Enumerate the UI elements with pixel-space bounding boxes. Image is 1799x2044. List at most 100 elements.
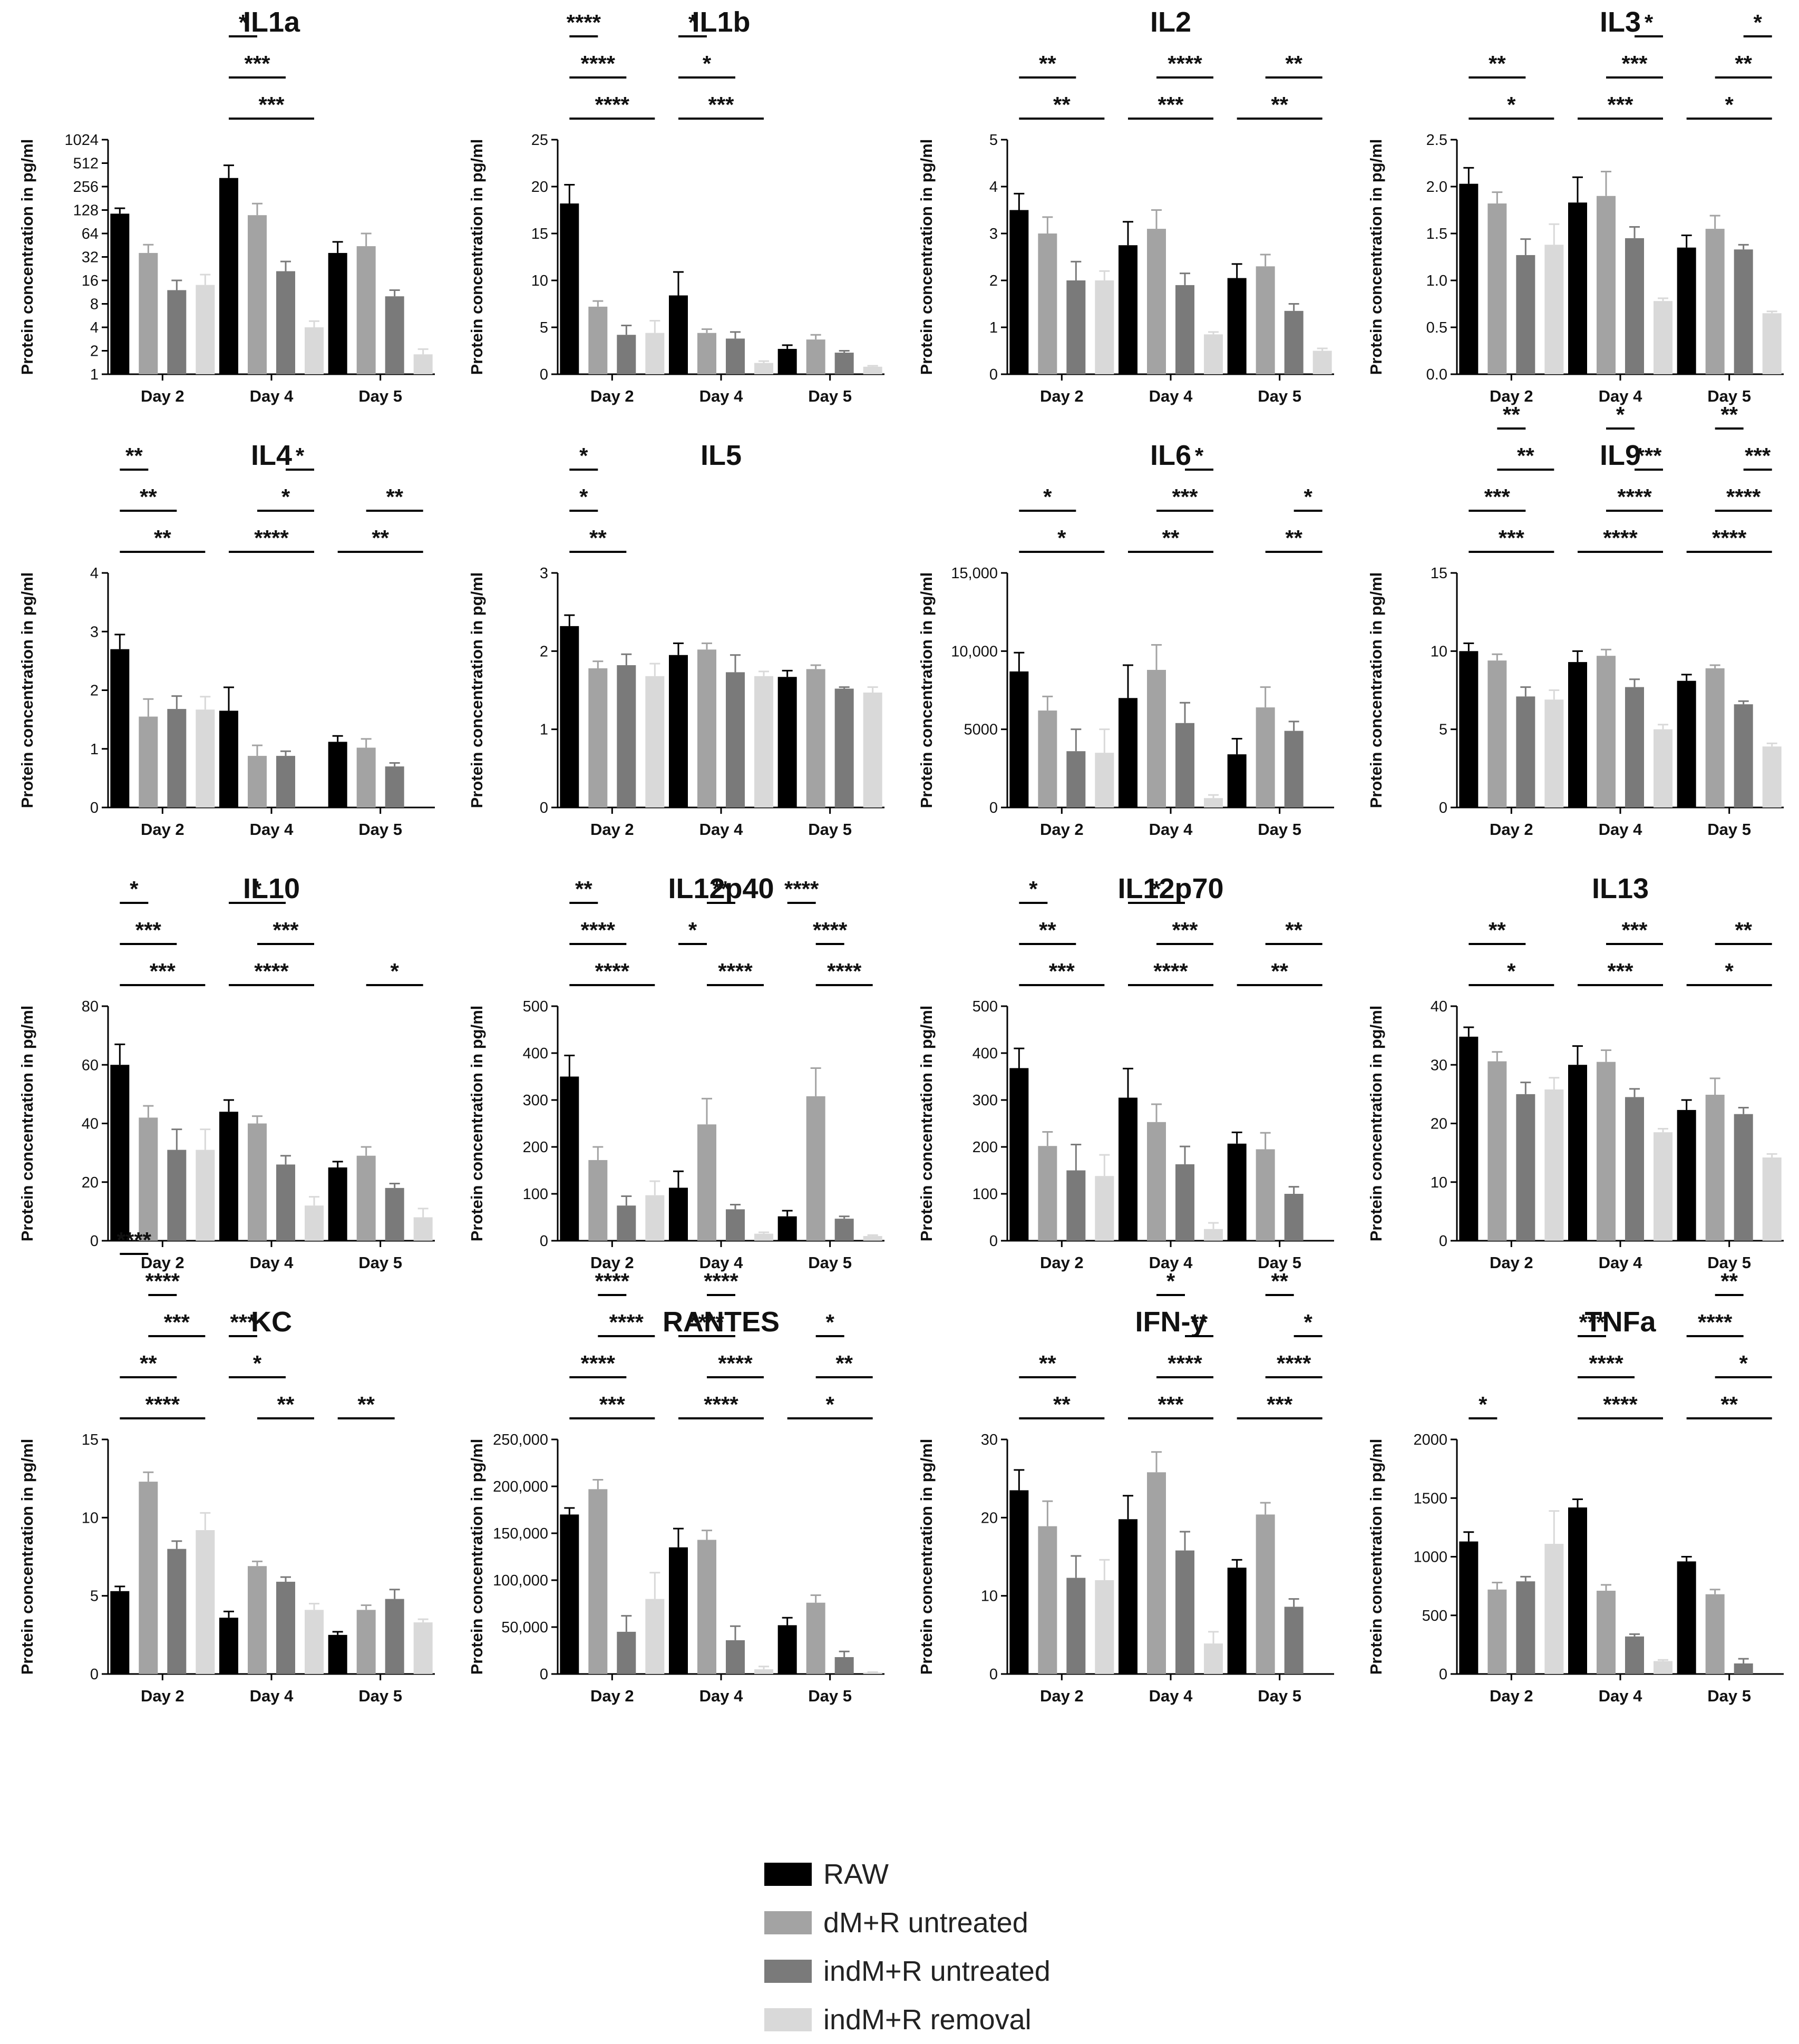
rantes-bar-dm-r-untreated-day-5: [806, 1602, 825, 1674]
tnfa-bar-dm-r-untreated-day-5: [1705, 1594, 1725, 1674]
il6-bar-indm-r-removal-day-2: [1095, 753, 1114, 807]
il10-x-tick-label: Day 5: [358, 1253, 402, 1272]
il12p70-y-tick-label: 200: [973, 1139, 998, 1156]
rantes-bar-raw-day-2: [560, 1514, 579, 1674]
il9-bar-raw-day-2: [1459, 651, 1479, 807]
kc-bar-indm-r-untreated-day-4: [276, 1581, 295, 1674]
rantes-y-tick-label: 150,000: [493, 1525, 548, 1542]
tnfa-significance-label: ****: [1698, 1310, 1733, 1335]
il12p40-significance-label: ****: [718, 959, 753, 984]
kc-significance-label: ****: [117, 1228, 152, 1252]
il1a-bar-indm-r-removal-day-2: [196, 285, 215, 374]
il1a-bar-dm-r-untreated-day-4: [248, 215, 267, 374]
il9-significance-label: **: [1720, 402, 1738, 427]
il2-bar-dm-r-untreated-day-2: [1038, 233, 1057, 374]
il12p40-title: IL12p40: [668, 873, 774, 904]
il12p70-significance-label: **: [1039, 918, 1056, 942]
il1a-y-tick-label: 4: [90, 319, 99, 336]
il5-y-axis-label: Protein concentration in pg/ml: [468, 572, 486, 809]
il10-bar-raw-day-2: [110, 1065, 130, 1241]
legend: RAW dM+R untreated indM+R untreated indM…: [764, 1850, 1239, 2044]
il12p70-bar-indm-r-untreated-day-2: [1066, 1170, 1086, 1241]
il13-y-tick-label: 0: [1439, 1233, 1447, 1250]
il12p40-significance-label: ****: [784, 877, 819, 901]
il6-bar-dm-r-untreated-day-5: [1256, 707, 1275, 807]
il3-bar-indm-r-untreated-day-4: [1625, 238, 1644, 374]
il12p70-bar-raw-day-4: [1119, 1097, 1137, 1241]
il4-y-tick-label: 0: [90, 800, 99, 816]
rantes-bar-indm-r-untreated-day-4: [726, 1640, 745, 1674]
il12p40-bar-indm-r-untreated-day-4: [726, 1209, 745, 1241]
il3-significance-label: *: [1507, 92, 1516, 117]
tnfa-bar-indm-r-untreated-day-5: [1734, 1663, 1753, 1674]
il5-x-tick-label: Day 4: [699, 820, 743, 839]
ifn-y-bar-indm-r-removal-day-4: [1204, 1643, 1223, 1674]
il13-significance-label: ***: [1607, 959, 1633, 984]
il3-bar-indm-r-untreated-day-5: [1734, 249, 1753, 374]
rantes-significance-label: *: [825, 1392, 834, 1417]
il1b-y-axis-label: Protein concentration in pg/ml: [468, 139, 486, 375]
il5-bar-indm-r-untreated-day-4: [726, 672, 745, 807]
ifn-y-significance-label: *: [1166, 1269, 1175, 1293]
il9-significance-label: ****: [1726, 484, 1761, 509]
il13-significance-label: **: [1489, 918, 1506, 942]
il10-x-tick-label: Day 2: [141, 1253, 184, 1272]
kc-significance-label: ***: [164, 1310, 190, 1335]
il9-y-tick-label: 10: [1431, 643, 1447, 660]
il5-bar-indm-r-removal-day-5: [863, 692, 882, 807]
il3-bar-dm-r-untreated-day-5: [1705, 229, 1725, 374]
kc-bar-dm-r-untreated-day-2: [139, 1482, 158, 1674]
tnfa-title: TNFa: [1585, 1306, 1657, 1338]
il12p40-y-tick-label: 200: [523, 1139, 548, 1156]
il12p70-significance-label: *: [1029, 877, 1038, 901]
il9-significance-label: ****: [1712, 525, 1747, 550]
il1a-y-tick-label: 256: [73, 179, 99, 196]
il6-title: IL6: [1150, 440, 1191, 471]
il5-bar-raw-day-5: [777, 677, 797, 807]
rantes-bar-indm-r-removal-day-5: [863, 1672, 882, 1674]
ifn-y-bar-dm-r-untreated-day-2: [1038, 1526, 1057, 1674]
il3-y-tick-label: 1.5: [1426, 226, 1447, 242]
il1b-y-tick-label: 25: [531, 132, 548, 149]
ifn-y-significance-label: ****: [1168, 1351, 1202, 1376]
il4-significance-label: *: [296, 443, 305, 468]
il1a-x-tick-label: Day 4: [250, 387, 294, 405]
il6-x-tick-label: Day 2: [1040, 820, 1084, 839]
il1b-y-tick-label: 10: [531, 272, 548, 289]
kc-bar-indm-r-removal-day-5: [413, 1622, 433, 1674]
legend-swatch-raw: [764, 1863, 812, 1886]
ifn-y-bar-indm-r-untreated-day-2: [1066, 1578, 1086, 1674]
il9-x-tick-label: Day 2: [1490, 820, 1533, 839]
ifn-y-bar-raw-day-4: [1119, 1519, 1137, 1674]
il12p40-y-tick-label: 500: [523, 998, 548, 1015]
il5-bar-indm-r-removal-day-2: [645, 676, 665, 807]
il1a-bar-indm-r-removal-day-4: [305, 327, 324, 374]
kc-significance-label: **: [140, 1351, 157, 1376]
il12p70-significance-label: ***: [1049, 959, 1075, 984]
tnfa-significance-label: *: [1479, 1392, 1487, 1417]
il3-y-tick-label: 2.0: [1426, 179, 1447, 196]
il2-y-tick-label: 4: [989, 179, 998, 196]
il6-y-axis-label: Protein concentration in pg/ml: [917, 572, 936, 809]
kc-y-tick-label: 0: [90, 1666, 99, 1683]
tnfa-bar-indm-r-removal-day-4: [1654, 1661, 1672, 1674]
kc-bar-dm-r-untreated-day-4: [248, 1566, 267, 1674]
il10-bar-raw-day-4: [219, 1112, 238, 1241]
rantes-x-tick-label: Day 2: [590, 1687, 634, 1705]
il13-y-tick-label: 10: [1431, 1174, 1447, 1191]
il1b-bar-raw-day-5: [777, 348, 797, 374]
il10-significance-label: *: [130, 877, 139, 901]
il2-x-tick-label: Day 5: [1258, 387, 1301, 405]
kc-bar-raw-day-5: [328, 1634, 347, 1674]
il6-bar-indm-r-untreated-day-5: [1284, 731, 1304, 807]
kc-bar-dm-r-untreated-day-5: [356, 1610, 376, 1674]
il2-bar-indm-r-removal-day-4: [1204, 334, 1223, 374]
il4-y-tick-label: 3: [90, 624, 99, 640]
rantes-bar-indm-r-removal-day-2: [645, 1599, 665, 1674]
tnfa-x-tick-label: Day 2: [1490, 1687, 1533, 1705]
il13-bar-raw-day-2: [1459, 1036, 1479, 1241]
ifn-y-x-tick-label: Day 5: [1258, 1687, 1301, 1705]
il13-significance-label: ***: [1621, 918, 1648, 942]
il13-bar-dm-r-untreated-day-5: [1705, 1094, 1725, 1241]
